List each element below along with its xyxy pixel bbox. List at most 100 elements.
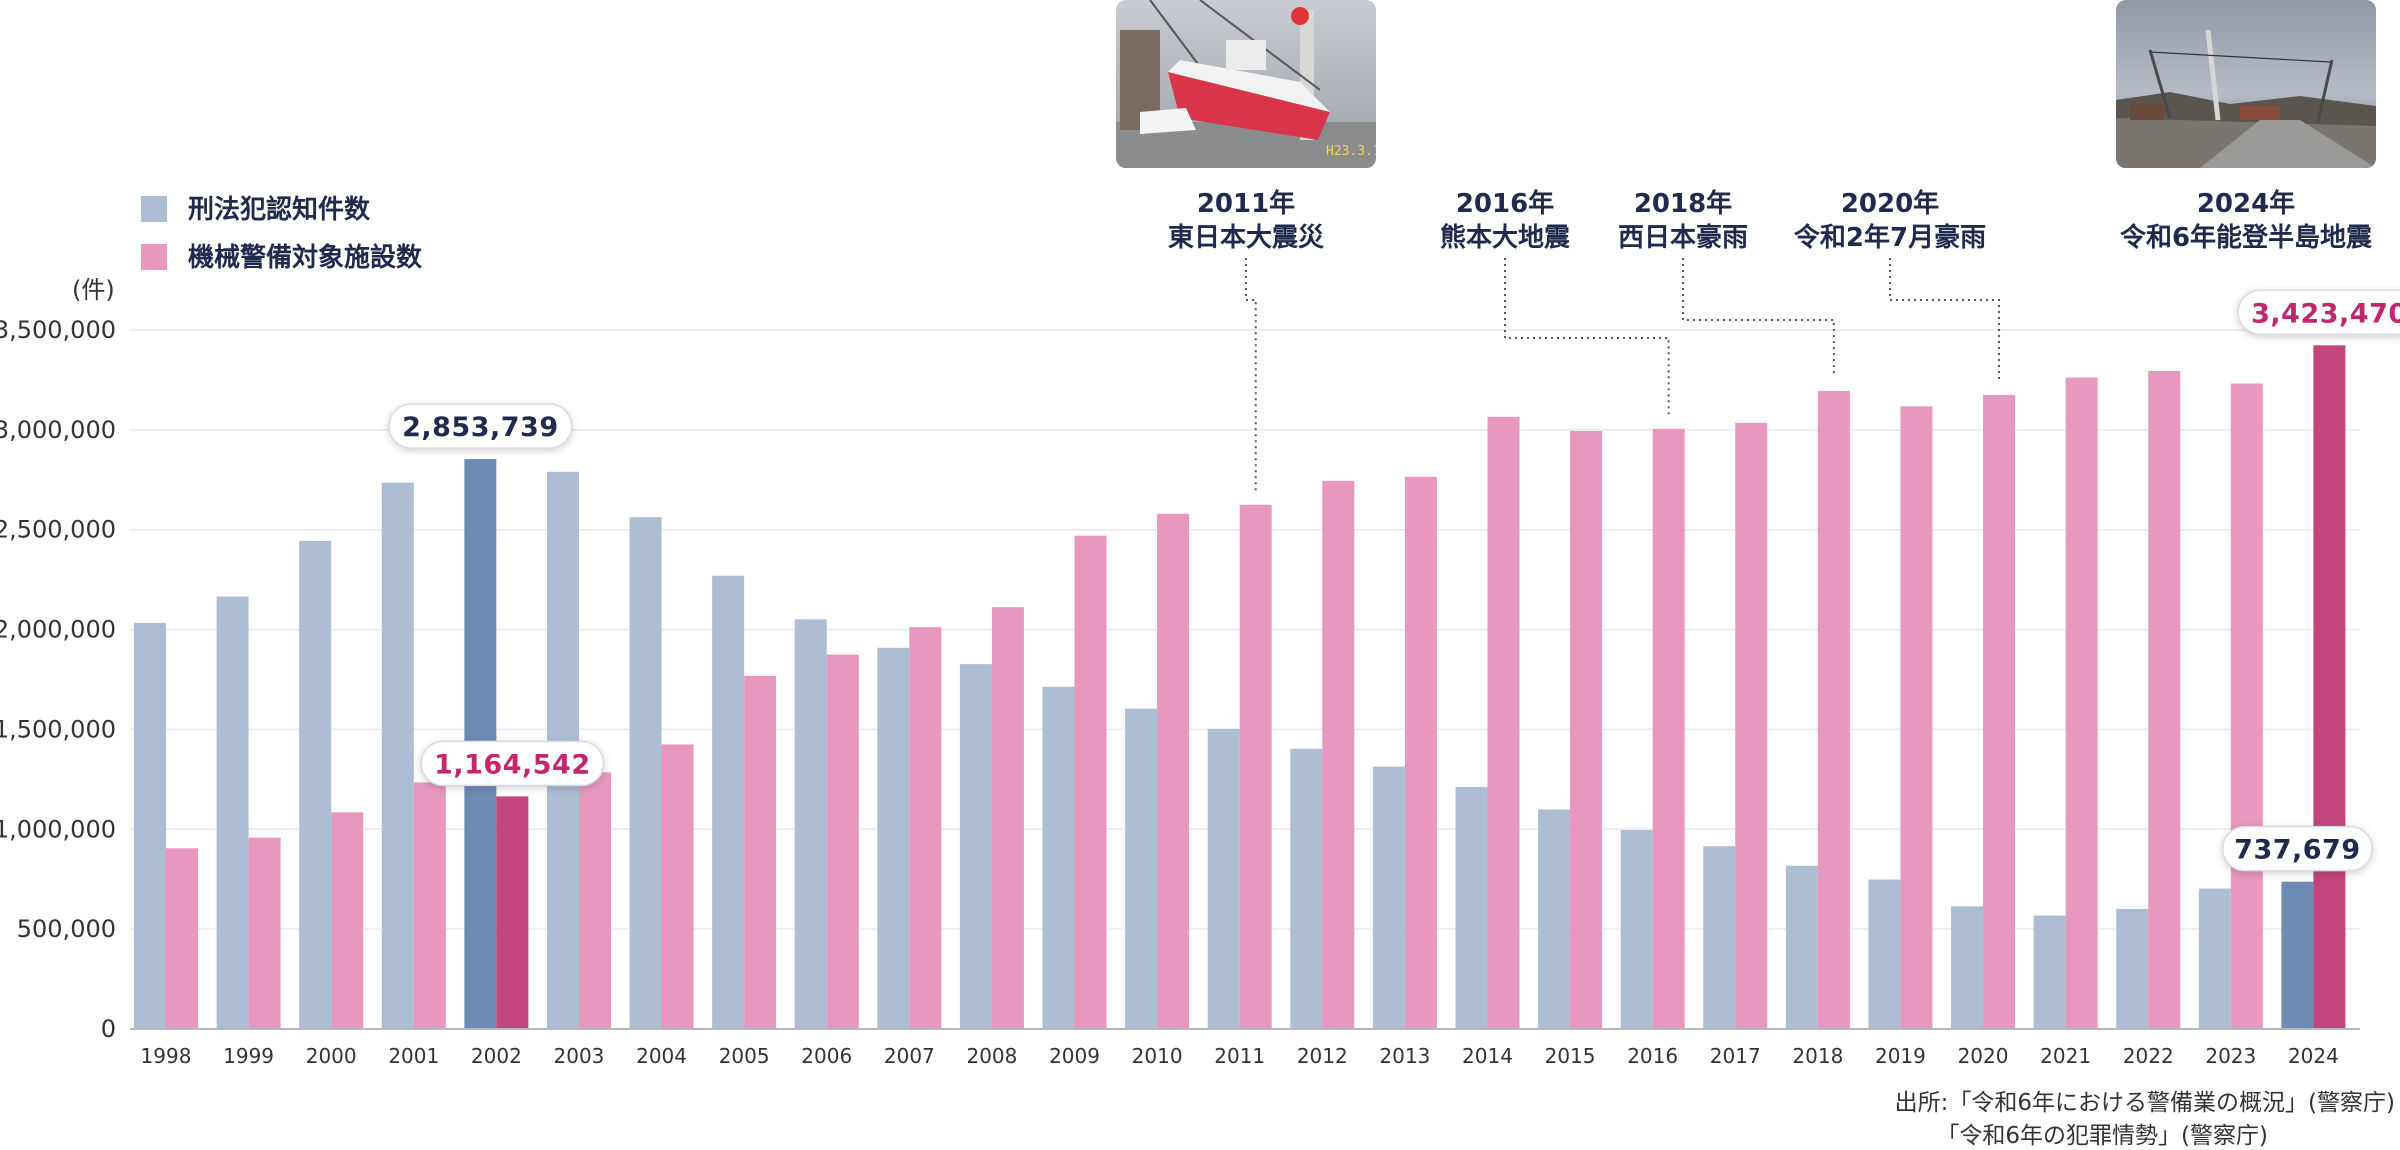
bar-crime-2006 <box>794 619 827 1029</box>
legend: 刑法犯認知件数 機械警備対象施設数 <box>141 194 423 273</box>
y-tick-label: 1,000,000 <box>0 815 116 843</box>
x-tick-label: 2012 <box>1297 1044 1348 1068</box>
bar-crime-2021 <box>2033 915 2066 1029</box>
bar-crime-1998 <box>134 622 166 1029</box>
event-year-label: 2020年 <box>1841 188 1939 219</box>
y-tick-label: 0 <box>101 1015 116 1043</box>
x-tick-label: 2024 <box>2288 1044 2339 1068</box>
bar-security-2002 <box>496 796 529 1029</box>
x-tick-label: 2006 <box>801 1044 852 1068</box>
x-tick-label: 2018 <box>1792 1044 1843 1068</box>
bar-security-2010 <box>1157 513 1190 1029</box>
bar-crime-2020 <box>1951 906 1984 1029</box>
bar-security-2001 <box>413 782 446 1029</box>
bar-security-1999 <box>248 837 281 1029</box>
x-tick-label: 2002 <box>471 1044 522 1068</box>
x-tick-label: 2020 <box>1958 1044 2009 1068</box>
bar-security-1998 <box>166 848 198 1029</box>
bar-crime-2022 <box>2116 908 2149 1029</box>
source-line-1: 出所:「令和6年における警備業の概況」(警察庁) <box>1895 1090 2395 1116</box>
source-line-2: 「令和6年の犯罪情勢」(警察庁) <box>1936 1123 2268 1149</box>
bar-crime-2015 <box>1538 809 1571 1029</box>
y-tick-label: 500,000 <box>17 915 116 943</box>
event-name-label: 令和6年能登半島地震 <box>2120 222 2373 253</box>
legend-label-crime: 刑法犯認知件数 <box>188 194 371 225</box>
bar-crime-2024 <box>2281 881 2314 1029</box>
bar-security-2014 <box>1487 416 1520 1029</box>
bar-crime-2000 <box>299 541 332 1029</box>
x-tick-label: 2013 <box>1379 1044 1430 1068</box>
x-tick-label: 2009 <box>1049 1044 1100 1068</box>
bar-crime-2016 <box>1620 830 1653 1029</box>
event-year-label: 2024年 <box>2197 188 2295 219</box>
bar-crime-2019 <box>1868 879 1901 1029</box>
value-callout: 737,679 <box>2221 825 2373 872</box>
value-callout: 1,164,542 <box>420 740 605 787</box>
bar-crime-2010 <box>1125 708 1158 1029</box>
y-tick-label: 1,500,000 <box>0 715 116 743</box>
bar-security-2020 <box>1983 394 2016 1030</box>
event-name-label: 熊本大地震 <box>1440 222 1571 253</box>
bar-security-2016 <box>1652 428 1685 1029</box>
bar-security-2000 <box>331 812 364 1029</box>
x-tick-label: 2004 <box>636 1044 687 1068</box>
bar-security-2015 <box>1570 430 1603 1029</box>
event-leader-line <box>1682 258 1835 377</box>
bar-security-2005 <box>744 675 777 1029</box>
value-callout-text: 1,164,542 <box>434 749 591 780</box>
y-axis-unit-label: (件) <box>72 276 115 304</box>
bar-security-2024 <box>2313 345 2346 1029</box>
bar-security-2012 <box>1322 480 1355 1029</box>
bar-security-2007 <box>909 627 942 1029</box>
event-name-label: 令和2年7月豪雨 <box>1794 222 1986 253</box>
bar-crime-2008 <box>959 664 992 1029</box>
x-tick-label: 2019 <box>1875 1044 1926 1068</box>
event-year-label: 2011年 <box>1197 188 1295 219</box>
value-callout: 2,853,739 <box>388 403 573 449</box>
event-name-label: 東日本大震災 <box>1168 223 1325 253</box>
bar-crime-2004 <box>629 517 662 1029</box>
x-tick-label: 2022 <box>2123 1044 2174 1068</box>
x-tick-label: 2014 <box>1462 1044 1513 1068</box>
event-year-label: 2016年 <box>1456 188 1554 219</box>
x-tick-label: 2008 <box>966 1044 1017 1068</box>
legend-label-security: 機械警備対象施設数 <box>188 242 423 273</box>
bar-security-2009 <box>1074 535 1107 1029</box>
x-tick-label: 2015 <box>1545 1044 1596 1068</box>
y-tick-label: 3,500,000 <box>0 316 116 344</box>
bar-security-2023 <box>2230 383 2263 1029</box>
x-tick-label: 2003 <box>554 1044 605 1068</box>
bar-security-2022 <box>2148 370 2181 1030</box>
bar-security-2003 <box>578 772 611 1029</box>
y-tick-label: 2,500,000 <box>0 516 116 544</box>
event-year-label: 2018年 <box>1634 188 1732 219</box>
bar-crime-2009 <box>1042 686 1075 1029</box>
bar-crime-2017 <box>1703 846 1736 1029</box>
x-tick-label: 2005 <box>719 1044 770 1068</box>
bar-crime-2023 <box>2198 888 2231 1029</box>
value-callout-text: 2,853,739 <box>402 412 559 443</box>
photo-noto-2024 <box>2116 0 2376 168</box>
event-leader-line <box>1504 258 1670 415</box>
photo-tsunami-2011: H23.3.16 <box>1116 0 1389 168</box>
bar-crime-2014 <box>1455 786 1488 1029</box>
bar-security-2008 <box>991 607 1024 1029</box>
bar-crime-2012 <box>1290 748 1323 1029</box>
bar-security-2019 <box>1900 406 1933 1029</box>
value-callouts: 2,853,739 1,164,542 737,679 3,423,470 <box>388 289 2400 872</box>
x-tick-label: 2000 <box>306 1044 357 1068</box>
bar-security-2006 <box>826 654 859 1029</box>
bar-crime-2005 <box>712 575 745 1029</box>
x-tick-label: 1999 <box>223 1044 274 1068</box>
x-tick-label: 2001 <box>388 1044 439 1068</box>
bar-crime-2001 <box>381 482 414 1030</box>
bar-security-2011 <box>1239 504 1272 1029</box>
source-note: 出所:「令和6年における警備業の概況」(警察庁) 「令和6年の犯罪情勢」(警察庁… <box>1895 1090 2395 1149</box>
y-tick-label: 3,000,000 <box>0 416 116 444</box>
bar-crime-2018 <box>1785 865 1818 1029</box>
photo-date-stamp: H23.3.16 <box>1326 144 1389 159</box>
x-tick-label: 2017 <box>1710 1044 1761 1068</box>
value-callout: 3,423,470 <box>2237 289 2400 336</box>
